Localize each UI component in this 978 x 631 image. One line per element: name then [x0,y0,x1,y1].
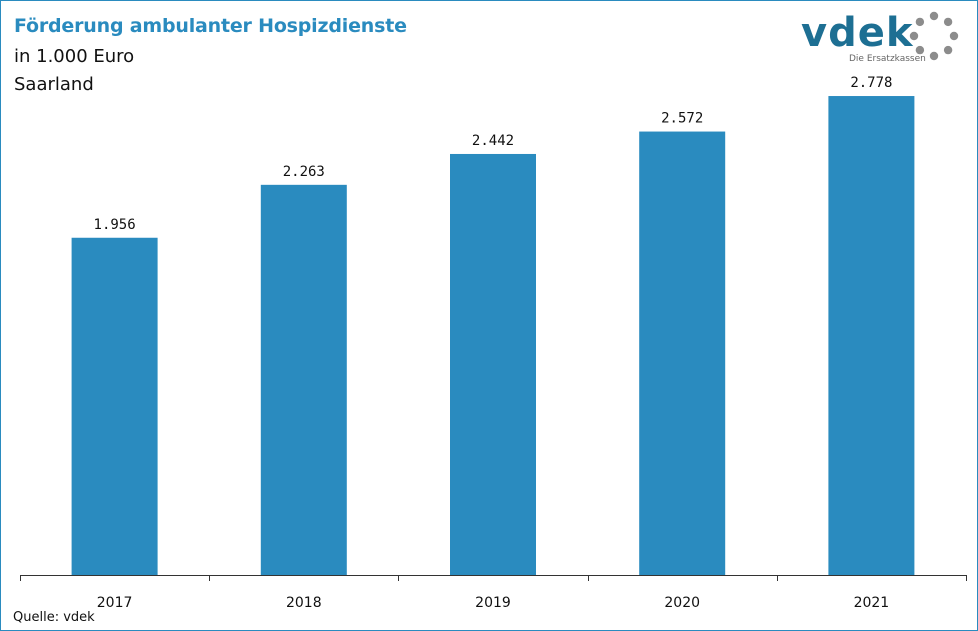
source-note: Quelle: vdek [13,610,95,625]
x-tick-label-2017: 2017 [97,595,133,611]
chart-title: Förderung ambulanter Hospizdienste [14,15,407,37]
chart-subtitle-region: Saarland [14,74,94,95]
data-label-2018: 2.263 [283,164,325,180]
data-label-2020: 2.572 [661,111,703,127]
x-tick-label-2018: 2018 [286,595,322,611]
data-label-2019: 2.442 [472,133,514,149]
bar-2020 [639,131,726,575]
data-label-2017: 1.956 [94,217,136,233]
logo-ring-icon [909,11,959,61]
x-tick-label-2021: 2021 [854,595,890,611]
bar-2021 [828,96,915,575]
bar-2019 [450,153,536,575]
logo-tagline: Die Ersatzkassen [849,54,926,64]
bar-2017 [71,237,158,576]
chart-subtitle-unit: in 1.000 Euro [14,46,135,67]
vdek-logo: vdek Die Ersatzkassen [799,9,969,69]
logo-wordmark: vdek [801,10,914,56]
x-tick-label-2019: 2019 [475,595,511,611]
data-label-2021: 2.778 [850,75,892,91]
bar-2018 [260,184,347,576]
x-tick-label-2020: 2020 [664,595,700,611]
